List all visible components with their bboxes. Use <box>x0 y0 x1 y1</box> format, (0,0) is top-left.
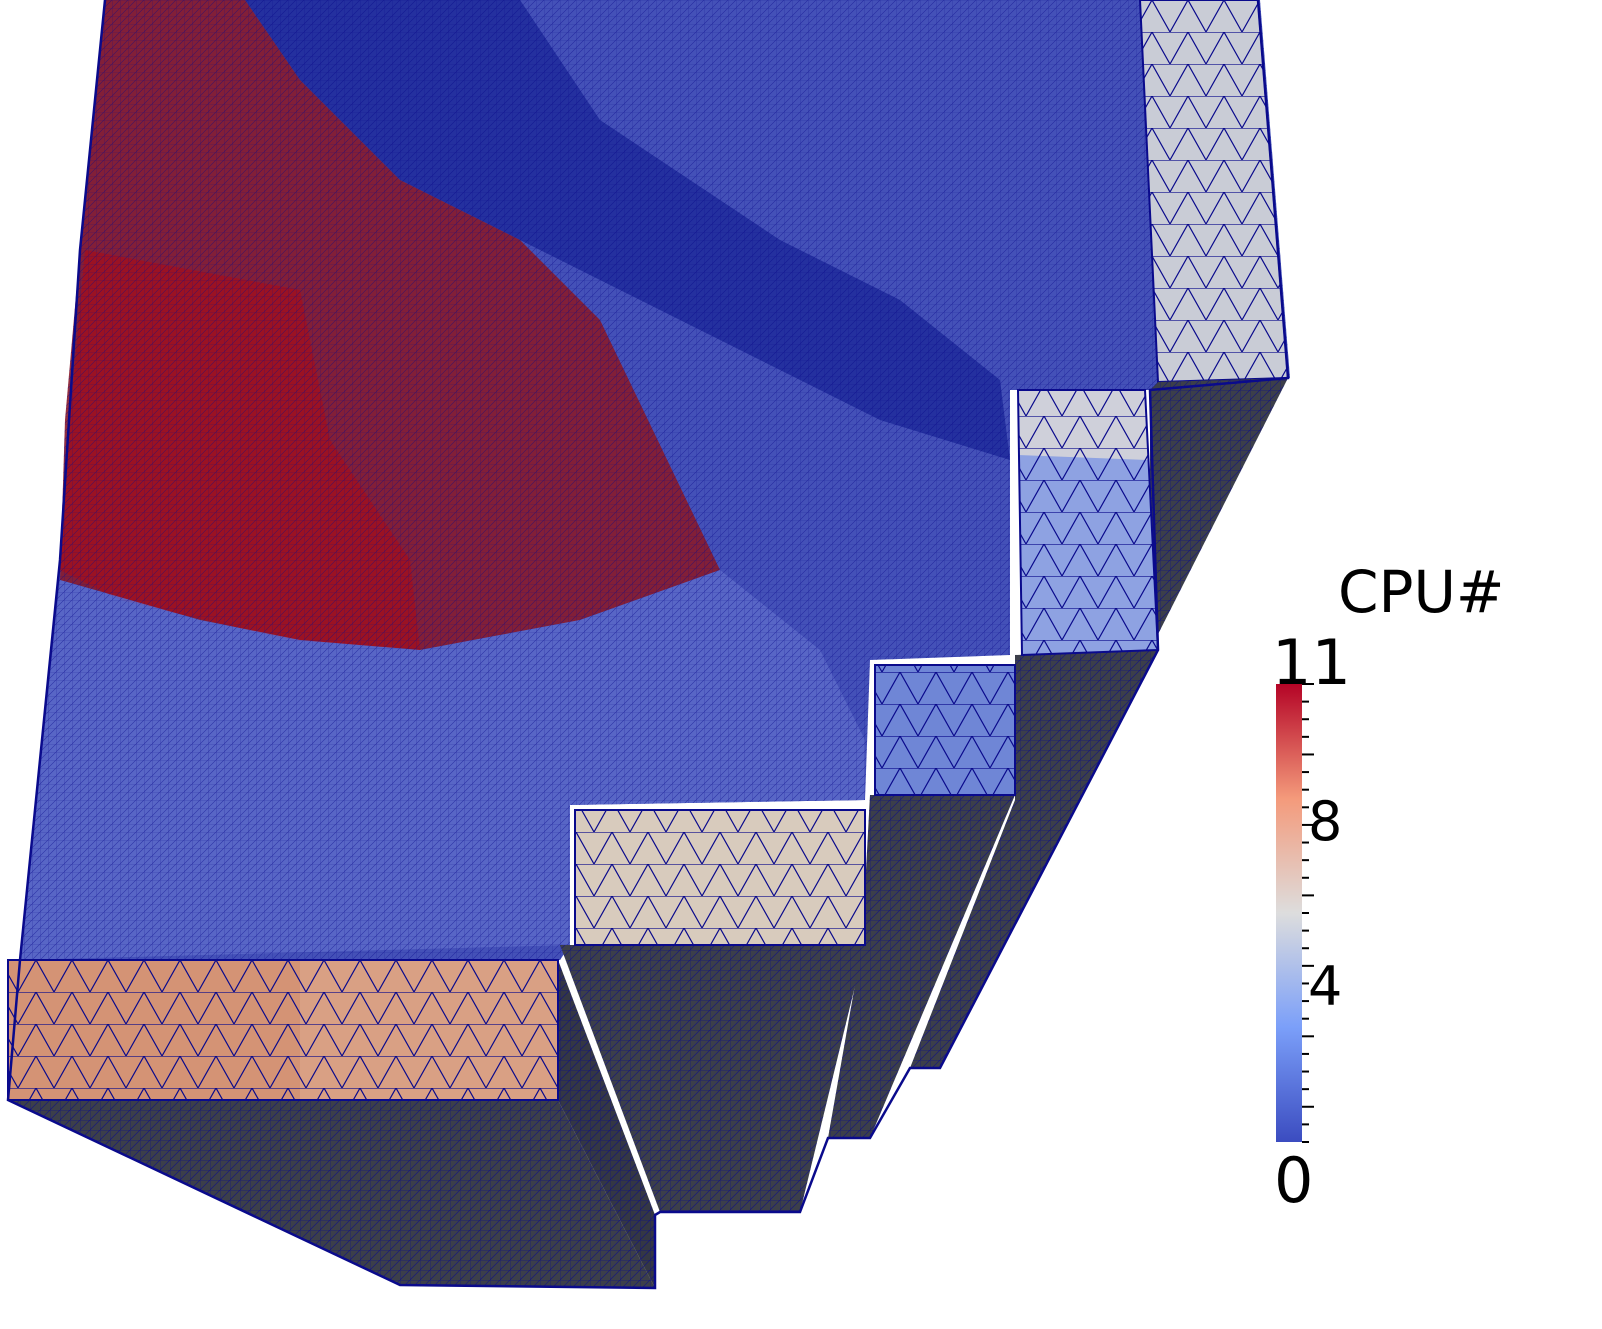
legend-ticks <box>1302 683 1314 1143</box>
region-right-column <box>1138 0 1290 384</box>
color-legend: CPU# 11 8 4 0 <box>1272 558 1505 1217</box>
mesh-side-faces <box>8 378 1288 1288</box>
legend-min-label: 0 <box>1274 1144 1313 1217</box>
legend-title: CPU# <box>1338 558 1505 626</box>
legend-colorbar <box>1276 684 1302 1142</box>
step-block-4 <box>1016 389 1160 657</box>
legend-tick-label: 8 <box>1308 790 1342 853</box>
step-block-2 <box>574 809 866 946</box>
mesh-outline <box>6 0 1290 1290</box>
legend-tick-label: 4 <box>1308 955 1342 1018</box>
step-block-1 <box>7 959 559 1101</box>
region-top-domain <box>245 0 1010 460</box>
region-upper-left-domain <box>60 0 720 650</box>
region-central-domain <box>20 570 865 960</box>
step-block-3 <box>874 664 1016 796</box>
